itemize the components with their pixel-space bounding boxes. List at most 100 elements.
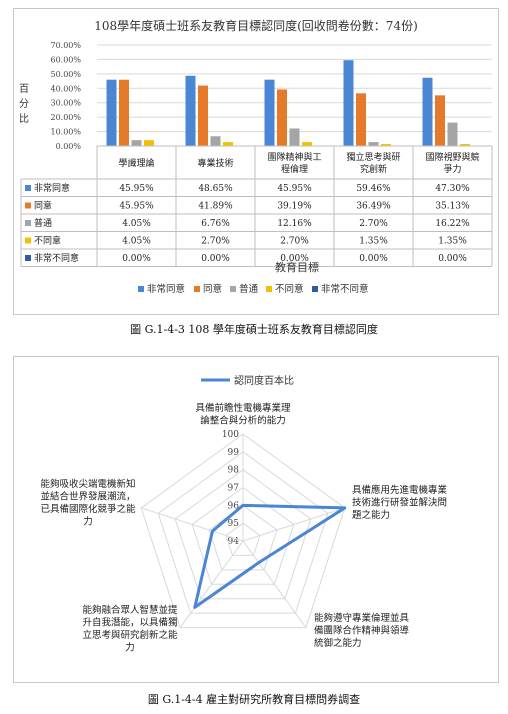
table-value: 41.89%: [198, 202, 233, 212]
bar: [343, 60, 354, 146]
table-value: 48.65%: [198, 184, 233, 194]
bar: [210, 136, 221, 146]
y-tick-label: 40.00%: [50, 84, 81, 93]
y-axis-label: 比: [19, 113, 29, 125]
radar-axis-label: 能夠融合眾人智慧並提: [82, 604, 178, 616]
radar-axis-label: 能夠遵守專業倫理並具: [314, 612, 410, 624]
table-legend-key: [25, 237, 31, 244]
radar-tick-label: 94: [228, 537, 240, 547]
radar-spoke: [242, 507, 345, 542]
table-value: 2.70%: [359, 219, 388, 229]
radar-spoke: [242, 540, 307, 628]
legend-label: 同意: [203, 283, 222, 295]
radar-chart-panel: 認同度百本比 94 95 96 97 98 99 100 具備前瞻性電機專業理 論整合與分析的能力…: [13, 356, 499, 683]
y-tick-label: 0.00%: [56, 142, 82, 151]
radar-axis-label: 統御之能力: [314, 637, 362, 649]
radar-chart: 認同度百本比 94 95 96 97 98 99 100 具備前瞻性電機專業理論整合與分析的能力…: [40, 374, 448, 654]
category-label: 究創新: [360, 163, 387, 175]
bar: [119, 79, 129, 146]
legend-label: 普通: [239, 283, 259, 295]
radar-spoke: [141, 507, 244, 542]
radar-tick-label: 95: [228, 519, 240, 529]
bar: [422, 77, 433, 146]
radar-gridline: [174, 469, 312, 600]
category-label: 學識理論: [118, 157, 154, 169]
legend-key: [138, 286, 144, 292]
radar-axis-label: 力: [83, 516, 93, 528]
table-value: 0.00%: [201, 254, 230, 264]
radar-axis-label: 升自我潛能，以具備獨: [82, 617, 177, 629]
bar: [368, 142, 379, 146]
radar-tick-label: 98: [228, 466, 240, 476]
bar: [223, 142, 233, 146]
table-series-label: 不同意: [34, 235, 61, 247]
bar: [106, 79, 117, 146]
bar: [356, 93, 366, 146]
bar: [289, 128, 300, 146]
radar-gridline: [140, 433, 346, 629]
category-label: 國際視野與競: [425, 151, 479, 163]
table-value: 0.00%: [359, 254, 388, 264]
category-label: 程倫理: [281, 163, 308, 175]
table-value: 16.22%: [435, 219, 470, 229]
table-legend-key: [25, 202, 31, 209]
x-axis-label: 教育目標: [275, 260, 319, 274]
bar: [302, 142, 312, 146]
radar-series: [193, 503, 347, 609]
legend-label: 非常不同意: [321, 283, 369, 295]
y-tick-label: 20.00%: [50, 113, 81, 122]
radar-gridline: [208, 504, 278, 571]
table-legend-key: [25, 255, 31, 261]
table-value: 39.19%: [277, 202, 312, 212]
legend-label: 認同度百本比: [234, 374, 294, 387]
category-label: 團隊精神與工: [267, 151, 321, 163]
legend-key: [266, 286, 272, 292]
radar-gridline: [225, 522, 261, 556]
radar-spoke: [179, 540, 244, 628]
legend-key: [230, 286, 236, 292]
radar-axis-label: 具備應用先進電機專業: [352, 484, 448, 496]
table-value: 12.16%: [277, 219, 312, 229]
y-tick-label: 60.00%: [50, 55, 81, 64]
bar: [277, 89, 287, 146]
radar-axis-label: 技術進行研發並解決問: [352, 497, 447, 509]
bar: [447, 122, 458, 146]
category-label: 專業技術: [197, 157, 233, 169]
table-value: 36.49%: [356, 202, 391, 212]
table-value: 59.46%: [356, 184, 391, 194]
radar-axis-label: 能夠吸收尖端電機新知: [40, 478, 135, 490]
y-tick-label: 10.00%: [50, 128, 81, 137]
table-value: 0.00%: [280, 254, 309, 264]
category-label: 爭力: [443, 163, 461, 175]
radar-axis-label: 題之能力: [352, 509, 390, 521]
radar-axis-label: 立思考與研究創新之能: [82, 629, 178, 641]
bar: [381, 144, 391, 146]
table-value: 4.05%: [122, 219, 151, 229]
chart-title: 108學年度碩士班系友教育目標認同度(回收問卷份數：74份): [94, 18, 418, 33]
table-legend-key: [25, 220, 31, 226]
radar-gridline: [157, 451, 329, 614]
legend-label: 不同意: [275, 283, 304, 295]
radar-axis-label: 力: [125, 642, 135, 654]
radar-gridline: [191, 486, 295, 585]
table-series-label: 同意: [34, 200, 52, 212]
y-tick-label: 70.00%: [50, 41, 81, 50]
bar: [264, 79, 275, 146]
legend-key: [312, 286, 318, 292]
table-legend-key: [25, 185, 31, 191]
radar-tick-label: 99: [228, 448, 240, 458]
y-tick-label: 30.00%: [50, 99, 81, 108]
table-value: 4.05%: [122, 237, 151, 247]
bar-chart: 108學年度碩士班系友教育目標認同度(回收問卷份數：74份) 0.00% 10.00…: [19, 18, 493, 295]
table-series-label: 非常同意: [34, 182, 70, 194]
table-value: 1.35%: [359, 237, 388, 247]
radar-axis-label: 具備前瞻性電機專業理: [195, 402, 291, 414]
table-series-label: 普通: [34, 217, 52, 229]
bar: [185, 75, 196, 146]
table-value: 0.00%: [438, 254, 467, 264]
table-value: 2.70%: [201, 237, 230, 247]
table-value: 6.76%: [201, 219, 230, 229]
table-value: 35.13%: [435, 202, 470, 212]
bar: [435, 95, 445, 146]
bar-chart-panel: 108學年度碩士班系友教育目標認同度(回收問卷份數：74份) 0.00% 10.00…: [13, 8, 499, 315]
